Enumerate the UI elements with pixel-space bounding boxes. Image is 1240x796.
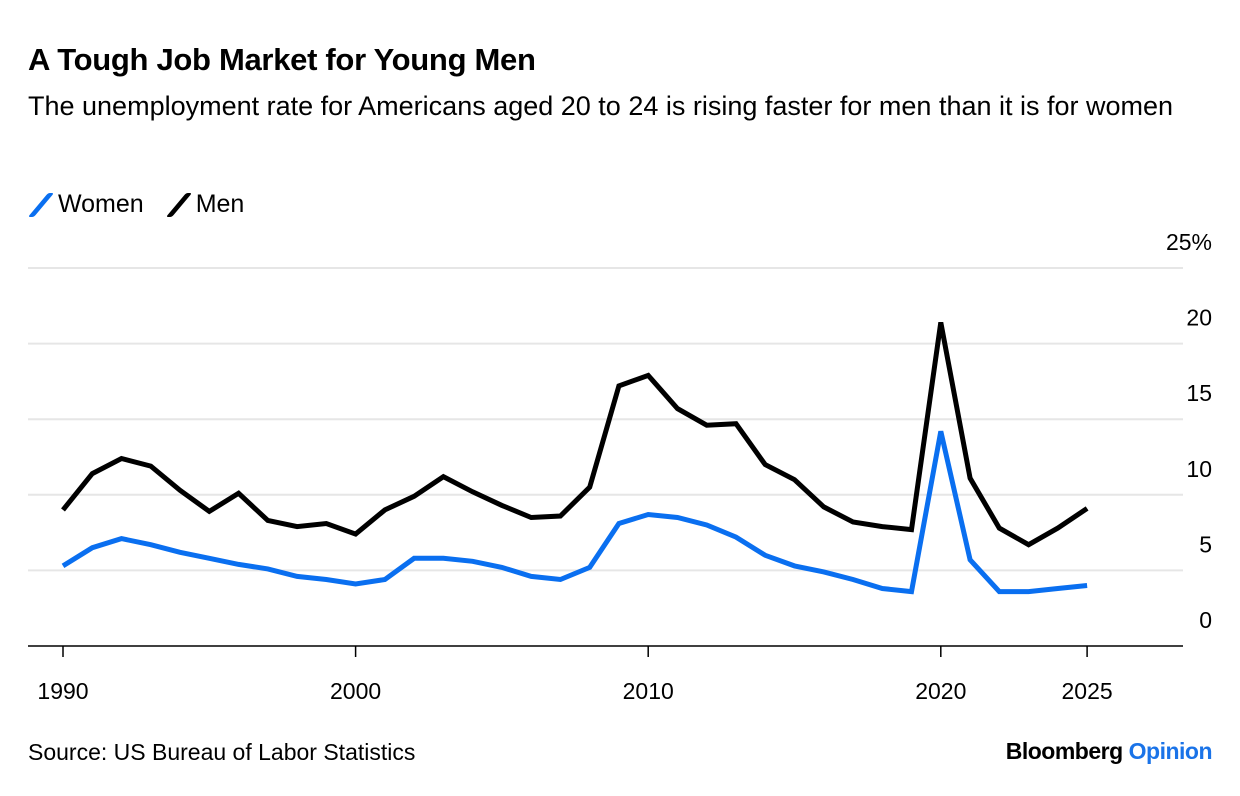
legend-label-men: Men	[195, 190, 245, 218]
x-tick-label: 2025	[1062, 678, 1113, 704]
y-tick-label: 25%	[1166, 229, 1212, 255]
y-tick-label: 0	[1199, 607, 1212, 633]
legend-item-men: Men	[165, 190, 245, 219]
chart-title: A Tough Job Market for Young Men	[28, 42, 536, 77]
series-line-women	[61, 430, 1088, 595]
y-tick-label: 15	[1186, 380, 1212, 406]
source-note: Source: US Bureau of Labor Statistics	[28, 739, 416, 765]
y-tick-label: 20	[1186, 305, 1212, 331]
x-tick-label: 2020	[915, 678, 966, 704]
x-tick-label: 2000	[330, 678, 381, 704]
series-line-men	[61, 321, 1089, 548]
logo-section: Opinion	[1128, 738, 1213, 764]
legend-label-women: Women	[58, 190, 144, 218]
bloomberg-opinion-logo: Bloomberg Opinion	[1005, 738, 1213, 765]
legend-item-women: Women	[27, 190, 144, 219]
y-tick-label: 10	[1186, 456, 1212, 482]
legend: Women Men	[27, 190, 266, 219]
logo-brand: Bloomberg	[1005, 738, 1123, 764]
x-tick-label: 1990	[37, 678, 88, 704]
y-tick-label: 5	[1199, 531, 1212, 557]
chart-subtitle: The unemployment rate for Americans aged…	[28, 91, 1174, 121]
x-tick-label: 2010	[623, 678, 674, 704]
